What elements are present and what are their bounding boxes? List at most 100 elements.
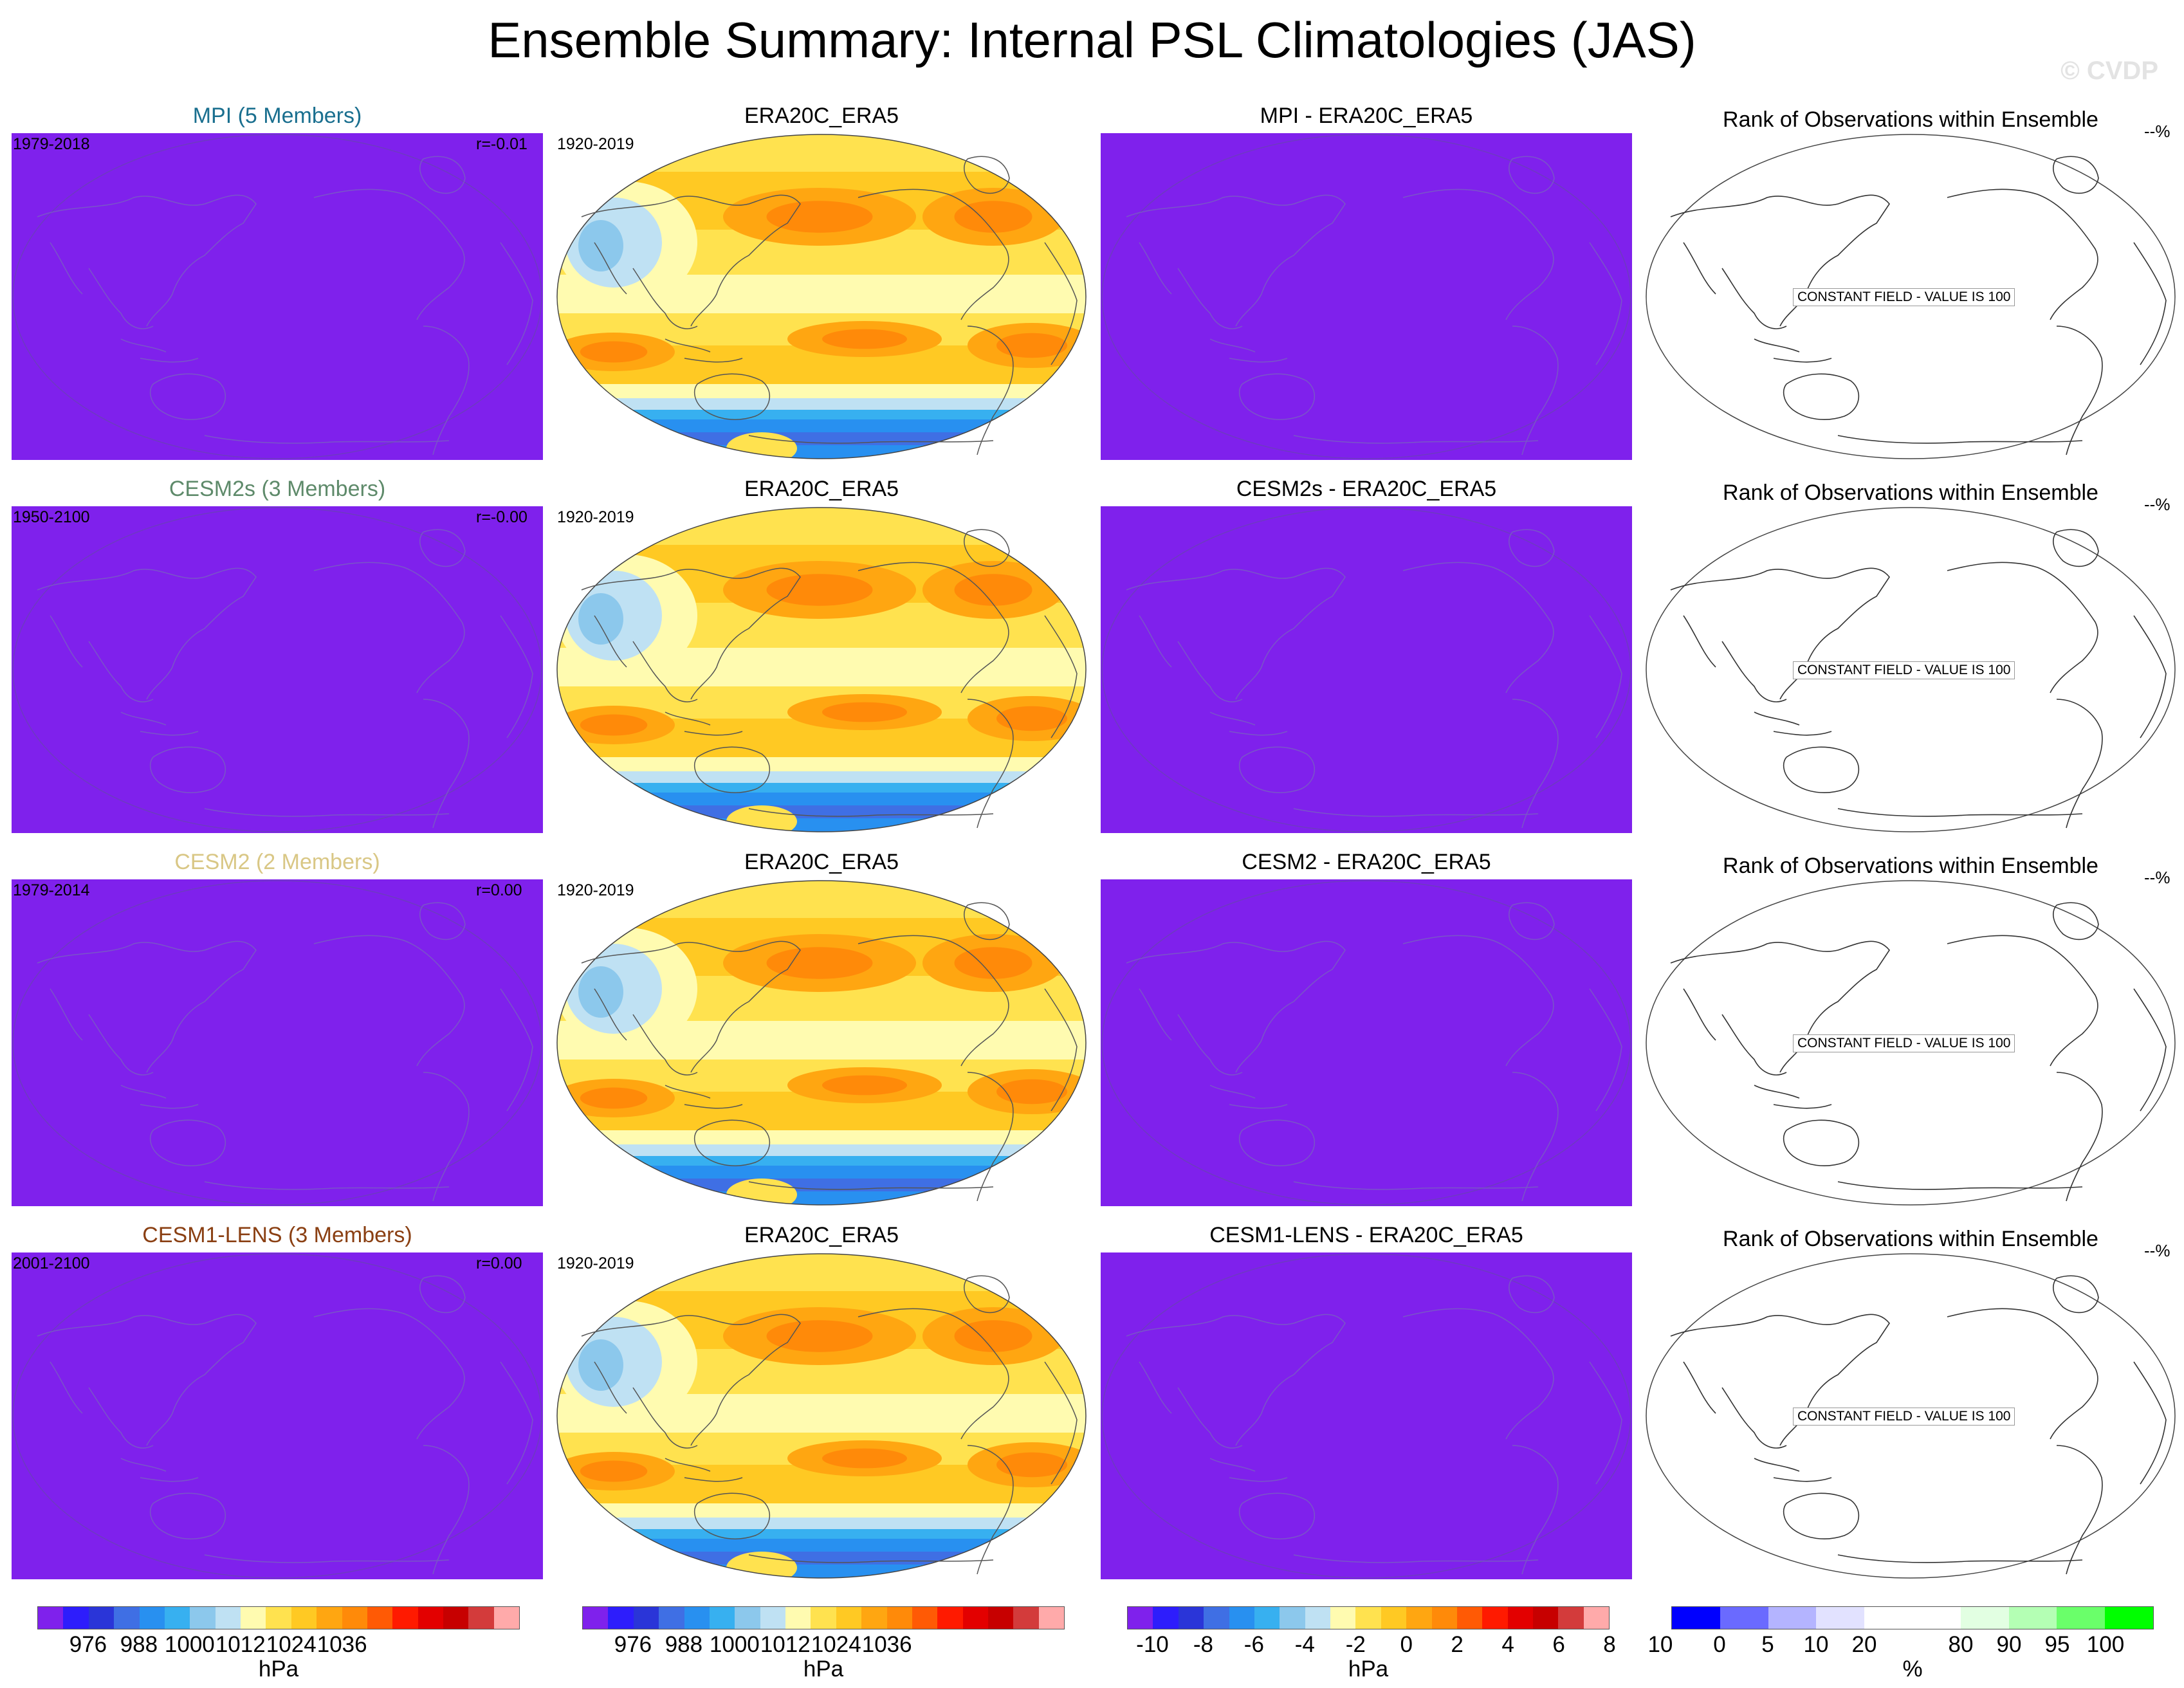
colorbar-tick-label: 988 (665, 1632, 703, 1657)
asian-low-core (578, 1339, 623, 1391)
coastlines (1126, 156, 1622, 455)
ensemble-panel-title: CESM2s (3 Members) (169, 477, 386, 501)
pressure-band (557, 445, 1086, 459)
high-pressure-core (766, 574, 873, 606)
colorbar-tick-label: -8 (1193, 1632, 1213, 1657)
colorbar-swatch (1482, 1607, 1508, 1629)
colorbar-swatch (1254, 1607, 1280, 1629)
coastlines (581, 529, 1078, 829)
colorbar-tick-label: 5 (1761, 1632, 1774, 1657)
colorbar-swatch (468, 1607, 494, 1629)
colorbar-swatch (367, 1607, 393, 1629)
map-outline (556, 134, 1087, 459)
colorbar-swatch (1305, 1607, 1330, 1629)
colorbar-tick-label: 1024 (811, 1632, 861, 1657)
colorbar-swatch (836, 1607, 862, 1629)
colorbar-swatch (886, 1607, 912, 1629)
colorbar-tick-label: 1012 (760, 1632, 811, 1657)
rank-panel-title: Rank of Observations within Ensemble (1723, 1227, 2098, 1251)
ensemble-map (12, 133, 543, 460)
coastlines (1126, 1275, 1622, 1575)
colorbar-tick-label: 90 (1996, 1632, 2022, 1657)
colorbar-swatch (164, 1607, 190, 1629)
colorbar-tick-label: 1000 (164, 1632, 215, 1657)
map-outline (12, 507, 542, 832)
colorbar-swatch (317, 1607, 342, 1629)
diff-panel-title: MPI - ERA20C_ERA5 (1260, 104, 1473, 128)
high-pressure-core (954, 947, 1032, 979)
pressure-band (557, 419, 1086, 432)
coastlines (1670, 529, 2167, 829)
colorbar-swatch (139, 1607, 165, 1629)
colorbar-tick-label: 0 (1400, 1632, 1413, 1657)
map-outline (12, 880, 542, 1206)
pressure-band (557, 1529, 1086, 1539)
high-pressure-core (766, 1320, 873, 1352)
pattern-correlation-label: r=0.00 (476, 1254, 522, 1272)
coastlines (581, 1275, 1078, 1575)
colorbar-tick-label: -2 (1345, 1632, 1366, 1657)
colorbar-tick-label: 0 (1713, 1632, 1726, 1657)
pattern-correlation-label: r=-0.01 (476, 135, 528, 153)
coastlines (1126, 902, 1622, 1202)
pressure-band (557, 1130, 1086, 1144)
colorbar-swatch (861, 1607, 887, 1629)
colorbar-tick-label: -10 (1136, 1632, 1169, 1657)
coastlines (37, 529, 533, 829)
high-pressure-core (580, 341, 648, 363)
colorbar-swatch (63, 1607, 89, 1629)
colorbar-tick-label: -6 (1243, 1632, 1264, 1657)
period-label: 1920-2019 (557, 135, 634, 153)
colorbar-swatch (1720, 1607, 1768, 1629)
pressure-band (557, 1518, 1086, 1529)
colorbar-tick-label: 10 (1647, 1632, 1673, 1657)
ensemble-panel-title: CESM1-LENS (3 Members) (142, 1223, 412, 1247)
percent-label: --% (2144, 1241, 2170, 1260)
colorbar-tick-label: 10 (1803, 1632, 1829, 1657)
colorbar-tick-label: 80 (1948, 1632, 1974, 1657)
high-pressure-core (822, 1075, 907, 1096)
ensemble-panel-title: CESM2 (2 Members) (174, 850, 380, 874)
colorbar-swatch (418, 1607, 443, 1629)
colorbar-swatch (1431, 1607, 1457, 1629)
colorbar-swatch (1355, 1607, 1381, 1629)
pattern-correlation-label: r=0.00 (476, 881, 522, 899)
asian-low-core (578, 966, 623, 1018)
colorbar-tick-label: 4 (1501, 1632, 1514, 1657)
colorbar-swatch (583, 1607, 609, 1629)
colorbar-swatch (811, 1607, 836, 1629)
map-outline (1101, 134, 1631, 459)
colorbar-units: hPa (803, 1656, 844, 1682)
map-outline (1101, 880, 1631, 1206)
colorbar-swatch (988, 1607, 1014, 1629)
obs-map (556, 879, 1087, 1206)
colorbar-swatch (785, 1607, 811, 1629)
high-pressure-core (996, 1452, 1067, 1478)
pressure-band (557, 1156, 1086, 1166)
colorbar (37, 1606, 520, 1629)
colorbar-swatch (2105, 1607, 2153, 1629)
high-pressure-core (954, 201, 1032, 233)
high-pressure-core (766, 947, 873, 979)
pressure-band (557, 783, 1086, 793)
map-outline (556, 507, 1087, 832)
colorbar-swatch (241, 1607, 266, 1629)
map-outline (556, 880, 1087, 1206)
pressure-band (557, 818, 1086, 832)
high-pressure-core (580, 1087, 648, 1109)
constant-field-label: CONSTANT FIELD - VALUE IS 100 (1793, 1408, 2015, 1426)
diff-panel-title: CESM2 - ERA20C_ERA5 (1242, 850, 1491, 874)
obs-map (556, 1252, 1087, 1579)
high-pressure-core (766, 201, 873, 233)
obs-map (556, 506, 1087, 833)
colorbar-swatch (1816, 1607, 1865, 1629)
colorbar-tick-label: 976 (69, 1632, 107, 1657)
colorbar-swatch (1153, 1607, 1179, 1629)
constant-field-label: CONSTANT FIELD - VALUE IS 100 (1793, 1034, 2015, 1052)
colorbar-swatch (1533, 1607, 1559, 1629)
obs-map (556, 133, 1087, 460)
colorbar-tick-label: 20 (1851, 1632, 1877, 1657)
ensemble-map (12, 879, 543, 1206)
colorbar-swatch (190, 1607, 216, 1629)
diff-panel-title: CESM2s - ERA20C_ERA5 (1236, 477, 1497, 501)
